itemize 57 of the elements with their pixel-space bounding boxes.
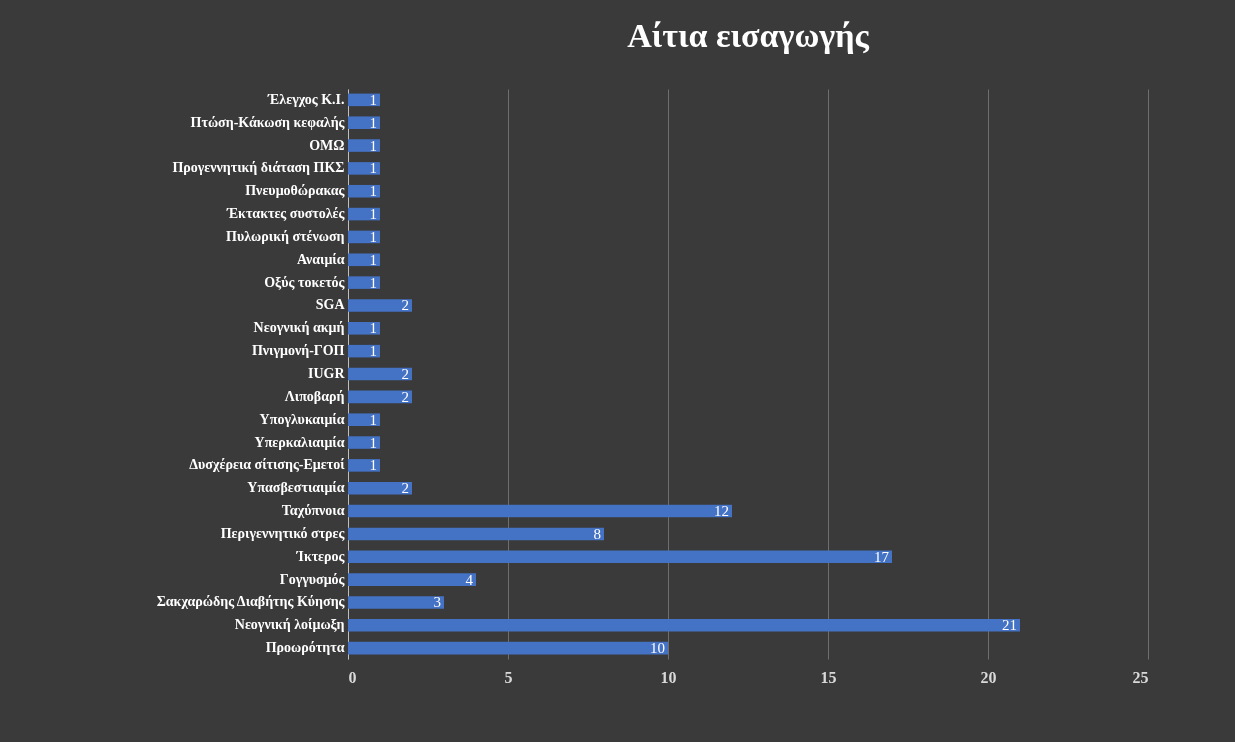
data-label: 17 — [874, 548, 890, 565]
y-tick-label: Οξύς τοκετός — [264, 274, 346, 290]
data-label: 1 — [369, 434, 377, 451]
x-tick-label: 25 — [1132, 668, 1149, 686]
data-label: 1 — [369, 274, 377, 291]
data-label: 1 — [369, 251, 377, 268]
x-tick-label: 20 — [980, 668, 997, 686]
y-tick-label: Ταχύπνοια — [281, 503, 345, 519]
y-tick-label: Προωρότητα — [265, 640, 345, 656]
y-tick-label: ΟΜΩ — [309, 137, 345, 153]
data-label: 1 — [369, 320, 377, 337]
y-tick-label: Έκτακτες συστολές — [225, 206, 346, 222]
y-tick-label: Περιγεννητικό στρες — [220, 525, 346, 541]
data-label: 1 — [369, 457, 377, 474]
y-tick-label: Λιποβαρή — [284, 388, 345, 404]
y-tick-label: Αναιμία — [296, 251, 345, 267]
data-label: 1 — [369, 137, 377, 154]
chart-title: Αίτια εισαγωγής — [627, 17, 870, 54]
data-label: 10 — [650, 640, 665, 657]
x-tick-label: 15 — [820, 668, 837, 686]
data-label: 1 — [369, 160, 377, 177]
data-label: 1 — [369, 91, 377, 108]
data-label: 2 — [401, 480, 409, 497]
y-tick-label: Σακχαρώδης Διαβήτης Κύησης — [156, 594, 346, 610]
data-label: 8 — [593, 525, 601, 542]
y-tick-label: Προγεννητική διάταση ΠΚΣ — [172, 160, 345, 176]
y-tick-label: Υπασβεστιαιμία — [247, 480, 345, 496]
x-tick-label: 0 — [348, 668, 357, 686]
y-tick-label: Πτώση-Κάκωση κεφαλής — [190, 114, 346, 130]
data-label: 2 — [401, 388, 409, 405]
y-tick-label: Πνιγμονή-ΓΟΠ — [251, 343, 345, 359]
y-tick-label: SGA — [315, 297, 346, 313]
data-label: 1 — [369, 228, 377, 245]
y-tick-label: Πνευμοθώρακας — [245, 183, 346, 199]
data-label: 2 — [401, 366, 409, 382]
data-label: 21 — [1002, 617, 1017, 634]
data-label: 4 — [465, 571, 474, 588]
x-tick-label: 5 — [504, 668, 513, 686]
data-label: 2 — [401, 297, 409, 314]
y-tick-label: Δυσχέρεια σίτισης-Εμετοί — [189, 457, 346, 473]
data-label: 1 — [369, 411, 377, 428]
y-tick-label: Νεογνική ακμή — [253, 320, 345, 336]
y-tick-label: IUGR — [307, 366, 346, 381]
x-tick-label: 10 — [660, 668, 677, 686]
data-label: 12 — [714, 503, 729, 520]
data-label: 1 — [369, 183, 377, 200]
data-label: 3 — [433, 594, 441, 611]
data-label: 1 — [369, 206, 377, 223]
y-tick-label: Γογγυσμός — [279, 571, 346, 587]
data-label: 1 — [369, 343, 377, 360]
y-tick-label: Έλεγχος Κ.Ι. — [267, 91, 345, 107]
y-tick-label: Ίκτερος — [295, 548, 346, 564]
y-tick-label: Υπερκαλιαιμία — [254, 434, 345, 450]
y-tick-label: Πυλωρική στένωση — [226, 228, 345, 244]
data-label: 1 — [369, 114, 377, 131]
y-tick-label: Νεογνική λοίμωξη — [234, 617, 345, 633]
y-tick-label: Υπογλυκαιμία — [259, 411, 345, 427]
